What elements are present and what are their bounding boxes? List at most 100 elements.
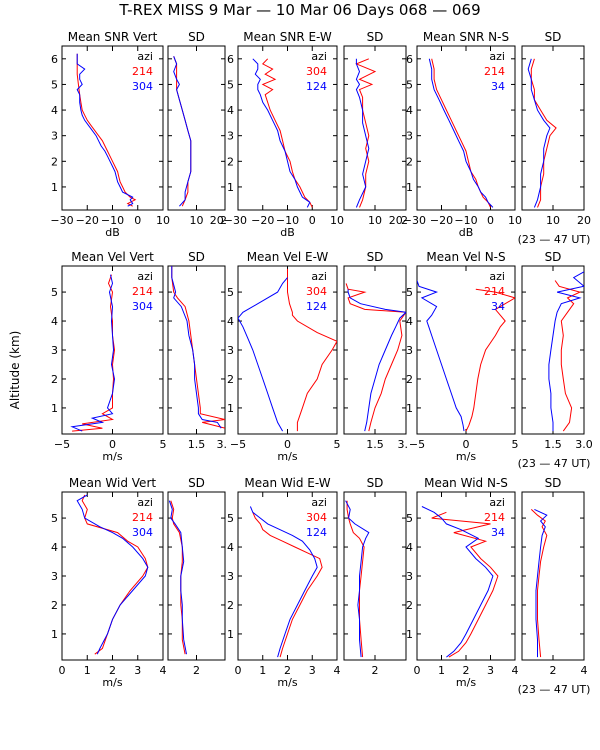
y-tick-label: 5 bbox=[227, 286, 234, 299]
panel-title: SD bbox=[188, 476, 205, 490]
y-tick-label: 4 bbox=[406, 104, 413, 117]
panel-title: Mean SNR E-W bbox=[243, 30, 332, 44]
panel-title: Mean Wid Vert bbox=[69, 476, 156, 490]
x-tick-label: 5 bbox=[334, 438, 341, 451]
panel-r0-c3: SD 10 2 bbox=[343, 30, 408, 227]
x-tick-label: −20 bbox=[430, 214, 453, 227]
y-tick-label: 5 bbox=[406, 78, 413, 91]
y-tick-label: 2 bbox=[227, 155, 234, 168]
x-unit-label: dB bbox=[280, 226, 295, 239]
y-tick-label: 6 bbox=[227, 53, 234, 66]
x-unit-label: m/s bbox=[102, 676, 122, 689]
legend-entry-304: 304 bbox=[132, 526, 153, 539]
y-tick-label: 4 bbox=[227, 104, 234, 117]
panel-title: Mean SNR Vert bbox=[68, 30, 158, 44]
panel-r2-c3: SD 2 bbox=[343, 476, 407, 677]
series-line-124 bbox=[238, 277, 288, 432]
panel-title: SD bbox=[188, 250, 205, 264]
panel-r1-c0: Mean Vel Vert 1 2 3 4 5 −5 0 5 m/s azi 214 304 bbox=[51, 250, 167, 463]
x-tick-label: 2 bbox=[220, 214, 227, 227]
y-tick-label: 4 bbox=[51, 315, 58, 328]
time-note: (23 — 47 UT) bbox=[518, 233, 591, 246]
y-tick-label: 3 bbox=[406, 344, 413, 357]
legend-entry-214: 214 bbox=[132, 65, 153, 78]
x-unit-label: m/s bbox=[277, 450, 297, 463]
y-tick-label: 2 bbox=[406, 373, 413, 386]
x-tick-label: 2 bbox=[463, 664, 470, 677]
x-unit-label: dB bbox=[105, 226, 120, 239]
series-group bbox=[355, 58, 377, 208]
legend-entry-34: 34 bbox=[491, 80, 505, 93]
x-tick-label: 20 bbox=[577, 214, 591, 227]
y-tick-label: 1 bbox=[406, 628, 413, 641]
legend-header: azi bbox=[137, 270, 153, 283]
legend-header: azi bbox=[311, 270, 327, 283]
legend-entry-34: 34 bbox=[491, 526, 505, 539]
series-line-304 bbox=[287, 268, 337, 432]
series-group bbox=[238, 268, 337, 432]
series-line-304 bbox=[252, 512, 323, 658]
y-tick-label: 4 bbox=[51, 541, 58, 554]
x-tick-label: 0 bbox=[109, 438, 116, 451]
legend-header: azi bbox=[137, 496, 153, 509]
series-group bbox=[345, 283, 406, 432]
x-tick-label: 0 bbox=[134, 214, 141, 227]
panel-r0-c2: Mean SNR E-W 1 2 3 4 5 6 20−30 −20 −10 0 10 dB azi 304… bbox=[210, 30, 344, 239]
legend-entry-124: 124 bbox=[306, 300, 327, 313]
panel-title: SD bbox=[545, 476, 562, 490]
series-group bbox=[173, 56, 192, 207]
x-tick-label: 10 bbox=[508, 214, 522, 227]
panel-title: SD bbox=[188, 30, 205, 44]
y-tick-label: 4 bbox=[51, 104, 58, 117]
series-group bbox=[421, 506, 499, 658]
series-group bbox=[76, 494, 149, 655]
panel-r2-c5: SD 2 4 bbox=[521, 476, 588, 677]
series-line-124 bbox=[355, 58, 370, 208]
x-tick-label: 1 bbox=[438, 664, 445, 677]
x-tick-label: 3 bbox=[487, 664, 494, 677]
series-line-304 bbox=[76, 494, 149, 655]
series-line-304 bbox=[355, 58, 377, 208]
y-tick-label: 5 bbox=[227, 512, 234, 525]
y-tick-label: 2 bbox=[51, 155, 58, 168]
panel-frame bbox=[521, 265, 585, 435]
x-tick-label: −10 bbox=[454, 214, 477, 227]
x-tick-label: 0 bbox=[463, 438, 470, 451]
series-line-304 bbox=[70, 274, 116, 432]
panel-title: SD bbox=[367, 250, 384, 264]
panel-title: Mean Wid N-S bbox=[424, 476, 508, 490]
y-tick-label: 2 bbox=[406, 599, 413, 612]
series-line-34 bbox=[548, 271, 584, 432]
series-line-304 bbox=[76, 53, 134, 207]
x-tick-label: 0 bbox=[59, 664, 66, 677]
y-tick-label: 5 bbox=[51, 286, 58, 299]
panel-title: SD bbox=[367, 30, 384, 44]
x-tick-label: 2 bbox=[372, 664, 379, 677]
series-line-34 bbox=[421, 506, 494, 658]
panel-r2-c1: SD 2 bbox=[167, 476, 226, 677]
series-line-214 bbox=[465, 288, 515, 432]
legend-entry-304: 304 bbox=[306, 65, 327, 78]
time-note: (23 — 47 UT) bbox=[518, 683, 591, 696]
y-tick-label: 1 bbox=[51, 181, 58, 194]
panel-r1-c5: SD 1.5 3.0 bbox=[521, 250, 593, 451]
x-unit-label: m/s bbox=[277, 676, 297, 689]
x-tick-label: 2 bbox=[401, 214, 408, 227]
x-tick-label: 20−30 bbox=[389, 214, 426, 227]
panel-title: Mean Vel N-S bbox=[426, 250, 505, 264]
x-tick-label: 1 bbox=[84, 664, 91, 677]
panel-r1-c1: SD 1.5 3. bbox=[167, 250, 227, 451]
x-tick-label: 1.5 bbox=[366, 438, 384, 451]
x-unit-label: dB bbox=[459, 226, 474, 239]
x-tick-label: −20 bbox=[76, 214, 99, 227]
series-group bbox=[249, 506, 323, 658]
y-tick-label: 1 bbox=[406, 402, 413, 415]
chart-title: T-REX MISS 9 Mar — 10 Mar 06 Days 068 — … bbox=[118, 1, 480, 19]
legend-entry-214: 214 bbox=[132, 511, 153, 524]
x-tick-label: 4 bbox=[512, 664, 519, 677]
series-group bbox=[171, 266, 225, 429]
panel-frame bbox=[167, 491, 226, 661]
y-tick-label: 4 bbox=[406, 315, 413, 328]
